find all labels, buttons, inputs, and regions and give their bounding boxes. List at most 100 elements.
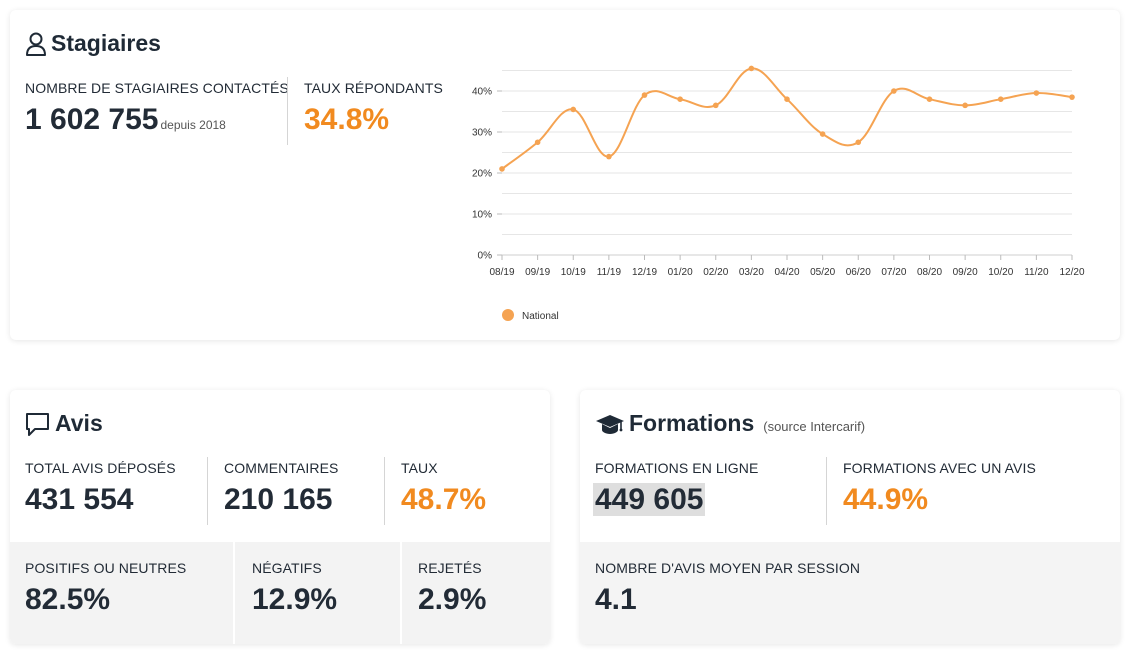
data-point-national: [1033, 90, 1040, 96]
stagiaires-card: Stagiaires NOMBRE DE STAGIAIRES CONTACTÉ…: [10, 10, 1120, 340]
stat-positifs: POSITIFS OU NEUTRES 82.5%: [25, 560, 186, 617]
stagiaires-contactes-label: NOMBRE DE STAGIAIRES CONTACTÉS: [25, 80, 289, 96]
data-point-national: [499, 166, 505, 172]
rejetes-label: REJETÉS: [418, 560, 482, 576]
stat-formations-en-ligne: FORMATIONS EN LIGNE 449 605: [593, 460, 759, 517]
chart-x-axis: 08/19 09/19 10/19 11/19 12/19 01/20 02/20 03/20…: [489, 255, 1085, 278]
formations-title-text: Formations: [629, 410, 755, 436]
taux-avis-value: 48.7%: [401, 483, 487, 516]
data-point-national: [748, 65, 755, 72]
data-point-national: [606, 153, 612, 160]
x-tick-label: 12/19: [632, 267, 657, 278]
x-tick-label: 04/20: [774, 267, 799, 278]
stat-stagiaires-contactes: NOMBRE DE STAGIAIRES CONTACTÉS 1 602 755…: [25, 80, 289, 137]
x-tick-label: 05/20: [810, 267, 835, 278]
x-tick-label: 10/19: [561, 267, 586, 278]
commentaires-label: COMMENTAIRES: [224, 460, 339, 476]
positifs-cell: POSITIFS OU NEUTRES 82.5%: [10, 542, 233, 644]
x-tick-label: 10/20: [988, 267, 1013, 278]
stat-divider: [826, 457, 827, 525]
x-tick-label: 12/20: [1059, 267, 1084, 278]
negatifs-cell: NÉGATIFS 12.9%: [235, 542, 400, 644]
taux-repondants-label: TAUX RÉPONDANTS: [304, 80, 443, 96]
taux-avis-label: TAUX: [401, 460, 438, 476]
chart-grid: [502, 70, 1072, 256]
data-point-national: [997, 96, 1004, 102]
chart-points: [499, 65, 1075, 172]
x-tick-label: 07/20: [881, 267, 906, 278]
stat-avis-moyen: NOMBRE D'AVIS MOYEN PAR SESSION 4.1: [595, 560, 860, 617]
x-tick-label: 08/20: [917, 267, 942, 278]
chart-legend[interactable]: National: [502, 309, 559, 322]
avis-title: Avis: [25, 410, 103, 437]
negatifs-value: 12.9%: [252, 583, 338, 616]
chart-y-axis: 0% 10% 20% 30% 40%: [472, 87, 502, 262]
stat-negatifs: NÉGATIFS 12.9%: [252, 560, 337, 617]
data-point-national: [926, 96, 933, 102]
stagiaires-contactes-value: 1 602 755: [25, 103, 159, 136]
x-tick-label: 03/20: [739, 267, 764, 278]
avis-title-text: Avis: [55, 410, 103, 436]
data-point-national: [641, 92, 648, 98]
x-tick-label: 02/20: [703, 267, 728, 278]
stat-taux-avis: TAUX 48.7%: [401, 460, 486, 517]
data-point-national: [962, 102, 968, 109]
data-point-national: [855, 139, 862, 146]
stat-total-avis: TOTAL AVIS DÉPOSÉS 431 554: [25, 460, 176, 517]
x-tick-label: 06/20: [846, 267, 871, 278]
speech-bubble-icon: [26, 412, 49, 436]
stat-divider: [384, 457, 385, 525]
formations-en-ligne-value: 449 605: [593, 483, 706, 516]
stat-rejetes: REJETÉS 2.9%: [418, 560, 486, 617]
x-tick-label: 01/20: [668, 267, 693, 278]
positifs-label: POSITIFS OU NEUTRES: [25, 560, 187, 576]
stat-formations-avec-avis: FORMATIONS AVEC UN AVIS 44.9%: [843, 460, 1036, 517]
formations-avec-avis-value: 44.9%: [843, 483, 929, 516]
stat-commentaires: COMMENTAIRES 210 165: [224, 460, 339, 517]
stat-divider: [207, 457, 208, 525]
commentaires-value: 210 165: [224, 483, 333, 516]
formations-en-ligne-row: 449 605: [593, 483, 758, 517]
data-point-national: [819, 131, 826, 137]
graduation-cap-icon: [596, 414, 624, 434]
rejetes-value: 2.9%: [418, 583, 487, 616]
stagiaires-contactes-row: 1 602 755 depuis 2018: [25, 103, 289, 137]
data-point-national: [534, 139, 541, 146]
stagiaires-title: Stagiaires: [25, 30, 161, 57]
data-point-national: [712, 102, 719, 109]
national-line-chart: 0% 10% 20% 30% 40% 08/19 09/19 10/19 11/19 12/19…: [472, 65, 1085, 322]
data-point-national: [677, 96, 683, 102]
positifs-value: 82.5%: [25, 583, 111, 616]
x-tick-label: 09/19: [525, 267, 550, 278]
y-tick-label: 10%: [472, 210, 492, 221]
stat-divider: [287, 77, 288, 145]
data-point-national: [784, 96, 790, 102]
rejetes-cell: REJETÉS 2.9%: [402, 542, 550, 644]
stagiaires-contactes-note: depuis 2018: [160, 118, 226, 132]
y-tick-label: 40%: [472, 87, 492, 98]
series-line-national: [501, 67, 1073, 170]
negatifs-label: NÉGATIFS: [252, 560, 322, 576]
stagiaires-title-text: Stagiaires: [51, 30, 161, 56]
formations-title: Formations (source Intercarif): [595, 410, 865, 437]
formations-avec-avis-label: FORMATIONS AVEC UN AVIS: [843, 460, 1036, 476]
x-tick-label: 11/20: [1024, 267, 1049, 278]
legend-marker-national: [502, 309, 514, 321]
avis-card: Avis TOTAL AVIS DÉPOSÉS 431 554 COMMENTA…: [10, 390, 550, 644]
formations-moyen-band: NOMBRE D'AVIS MOYEN PAR SESSION 4.1: [580, 542, 1120, 644]
x-tick-label: 09/20: [953, 267, 978, 278]
total-avis-value: 431 554: [25, 483, 134, 516]
x-tick-label: 11/19: [597, 267, 622, 278]
formations-source: (source Intercarif): [763, 418, 866, 434]
taux-repondants-value: 34.8%: [304, 103, 390, 136]
avis-moyen-label: NOMBRE D'AVIS MOYEN PAR SESSION: [595, 560, 861, 576]
formations-en-ligne-label: FORMATIONS EN LIGNE: [595, 460, 759, 476]
total-avis-label: TOTAL AVIS DÉPOSÉS: [25, 460, 176, 476]
x-tick-label: 08/19: [489, 267, 514, 278]
y-tick-label: 20%: [472, 169, 492, 180]
legend-label-national: National: [522, 311, 559, 322]
y-tick-label: 30%: [472, 128, 492, 139]
user-outline-icon: [26, 32, 46, 56]
avis-breakdown-band: POSITIFS OU NEUTRES 82.5% NÉGATIFS 12.9%…: [10, 542, 550, 644]
stat-taux-repondants: TAUX RÉPONDANTS 34.8%: [304, 80, 443, 137]
